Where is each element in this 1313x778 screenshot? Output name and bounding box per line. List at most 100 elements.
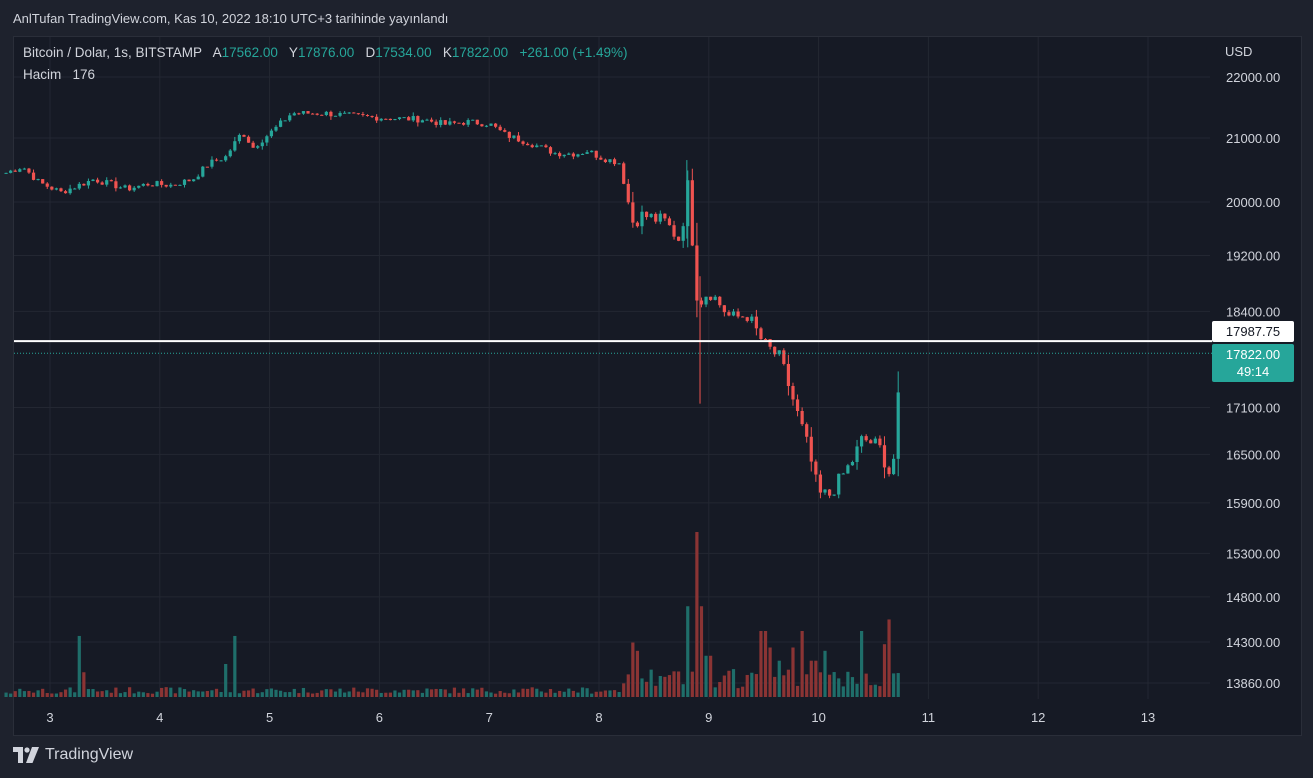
candle-body — [773, 346, 777, 355]
horizontal-line-price-tag[interactable]: 17987.75 — [1212, 321, 1294, 342]
volume-bar — [434, 688, 438, 697]
candle-body — [846, 465, 850, 474]
candle-body — [95, 179, 100, 183]
volume-bar — [667, 675, 672, 697]
volume-bar — [791, 647, 795, 697]
volume-bar — [626, 674, 630, 697]
candle-body — [521, 141, 525, 144]
candle-body — [178, 184, 182, 186]
y-tick-label: 17100.00 — [1226, 400, 1280, 415]
candle-body — [356, 113, 360, 115]
candle-body — [750, 316, 754, 321]
candle-body — [800, 411, 804, 425]
volume-bar — [548, 689, 553, 697]
candle-body — [654, 213, 658, 222]
footer-brand[interactable]: TradingView — [13, 746, 133, 764]
candle-body — [407, 117, 411, 121]
volume-bar — [82, 672, 86, 697]
candle-body — [626, 183, 630, 203]
volume-bar — [196, 691, 200, 697]
volume-bar — [603, 690, 608, 697]
candle-body — [526, 143, 530, 146]
y-tick-label: 21000.00 — [1226, 131, 1280, 146]
candle-body — [196, 176, 200, 180]
volume-bar — [873, 684, 877, 697]
candle-body — [246, 136, 251, 143]
volume-bar — [242, 690, 246, 697]
volume-bar — [425, 688, 429, 697]
candle-body — [269, 130, 274, 137]
volume-bar — [31, 692, 36, 697]
volume-bar — [617, 692, 621, 697]
volume-bar — [713, 687, 717, 697]
volume-bar — [68, 687, 72, 697]
candle-body — [443, 120, 447, 125]
candle-body — [544, 145, 548, 148]
volume-bar — [869, 685, 873, 697]
volume-bar — [393, 690, 397, 697]
volume-bar — [164, 687, 168, 697]
candle-body — [539, 145, 543, 147]
candle-body — [494, 123, 498, 127]
candle-body — [338, 112, 342, 116]
volume-bar — [878, 686, 882, 697]
candle-body — [727, 312, 731, 316]
candle-body — [297, 113, 301, 115]
volume-bar — [750, 672, 754, 697]
candle-body — [635, 222, 640, 227]
candle-body — [873, 438, 877, 444]
volume-bar — [777, 660, 781, 697]
volume-bar — [288, 692, 292, 697]
candle-body — [265, 136, 269, 143]
candle-body — [608, 159, 612, 163]
candle-body — [827, 489, 832, 496]
volume-bar — [516, 692, 521, 697]
candle-body — [411, 116, 415, 121]
candle-body — [288, 115, 292, 121]
candle-body — [681, 226, 685, 241]
volume-bar — [146, 693, 150, 697]
volume-bar — [443, 689, 447, 697]
volume-bar — [402, 689, 406, 697]
chart-panel[interactable] — [13, 36, 1302, 736]
high-label: Y — [288, 45, 298, 60]
volume-bar — [448, 693, 452, 697]
volume-bar — [41, 688, 45, 697]
candle-body — [146, 183, 150, 186]
volume-bar — [631, 642, 635, 697]
volume-bar — [233, 635, 237, 697]
candle-body — [68, 188, 72, 194]
volume-bar — [114, 687, 118, 697]
candle-body — [187, 179, 191, 182]
candle-body — [709, 296, 713, 300]
candle-body — [260, 142, 264, 147]
volume-bar — [681, 684, 685, 697]
candle-body — [384, 118, 388, 120]
x-tick-label: 5 — [266, 710, 273, 725]
candle-body — [13, 170, 17, 172]
candle-body — [882, 445, 887, 468]
candle-body — [105, 180, 109, 185]
candle-body — [434, 121, 438, 125]
candle-body — [713, 296, 717, 300]
candle-body — [343, 112, 347, 114]
candle-body — [114, 181, 118, 189]
volume-bar — [512, 689, 516, 697]
candle-body — [672, 225, 676, 237]
volume-bar — [864, 673, 868, 697]
candle-body — [567, 153, 571, 155]
volume-bar — [123, 692, 127, 697]
candle-body — [77, 183, 81, 189]
candle-body — [375, 116, 379, 121]
candle-body — [137, 185, 141, 188]
candle-body — [63, 191, 68, 194]
volume-bar — [882, 644, 887, 697]
candle-body — [754, 316, 758, 329]
volume-bar — [800, 631, 804, 697]
x-tick-label: 7 — [486, 710, 493, 725]
volume-bar — [567, 688, 571, 697]
candle-body — [695, 245, 699, 301]
candle-body — [841, 473, 845, 475]
currency-label: USD — [1225, 44, 1253, 59]
